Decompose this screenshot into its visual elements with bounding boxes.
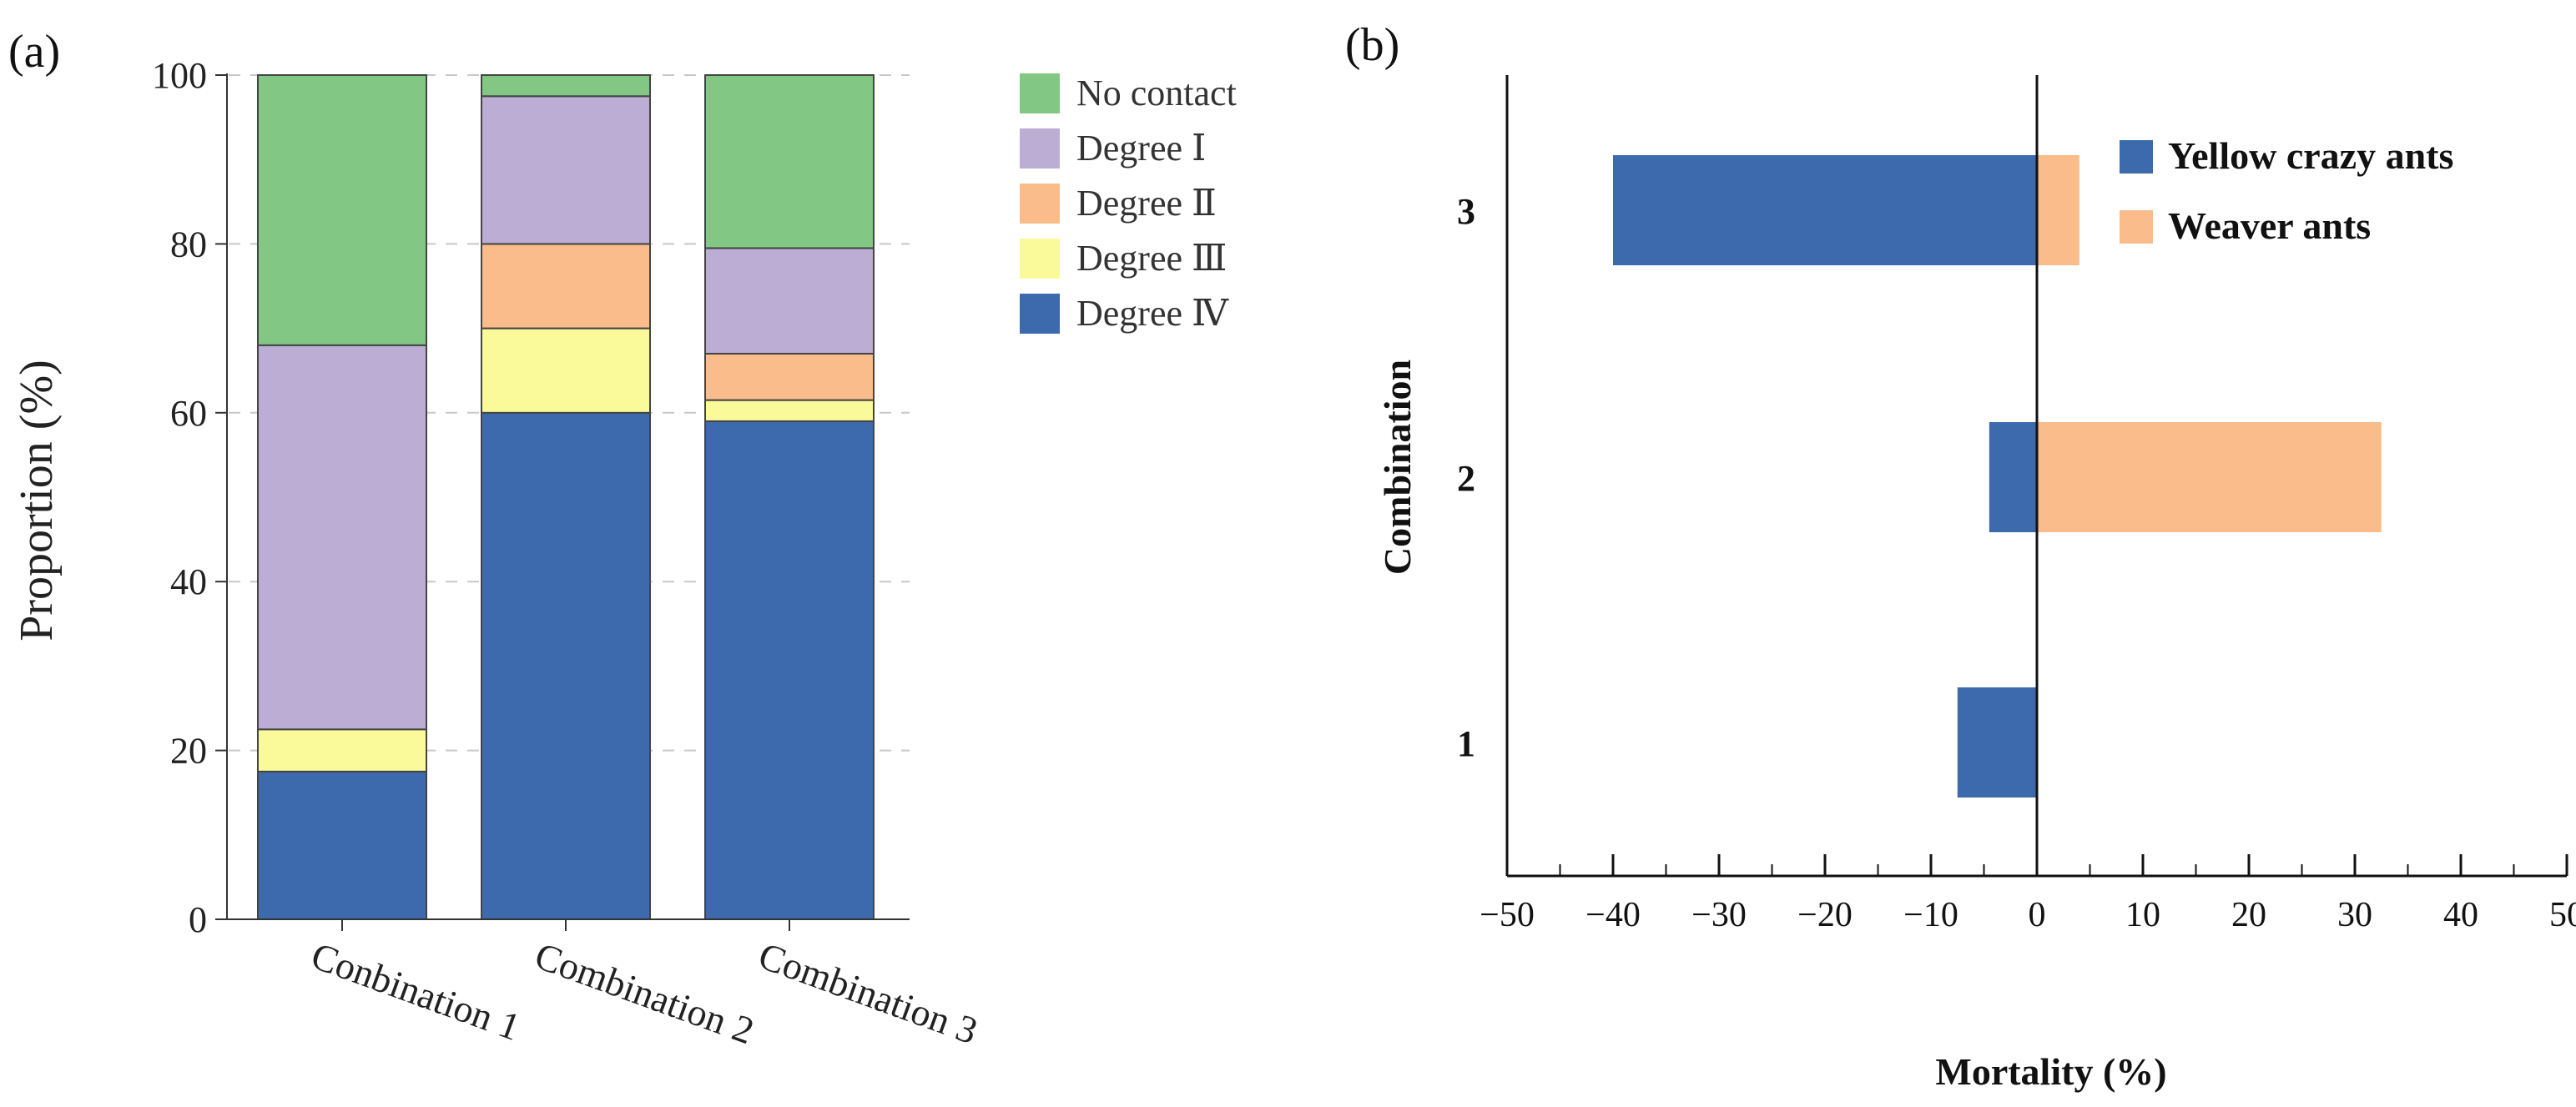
panel-b-axes: −50 −40 −30 −20 −10 0 10 20 30 40 50 1 2 3 xyxy=(1457,75,2576,934)
category-label-2: Combination 2 xyxy=(530,933,760,1052)
panel-b-legend: Yellow crazy ants Weaver ants xyxy=(2120,134,2453,247)
panel-b-horizontal-bar-chart: (b) −50 −40 −30 −20 −10 0 10 20 30 40 50 1 2 3 Mortal… xyxy=(1345,19,2576,1093)
bar-segment-2-3 xyxy=(481,243,651,330)
x-tick-label-5: 0 xyxy=(2029,896,2046,934)
legend-swatch-3 xyxy=(1020,184,1060,224)
x-tick-label-9: 40 xyxy=(2443,896,2478,934)
legend-label-1: Yellow crazy ants xyxy=(2168,134,2453,177)
y-tick-label-40: 40 xyxy=(170,561,207,602)
panel-a-label: (a) xyxy=(8,26,60,78)
panel-a-axes: 0 20 40 60 80 100 xyxy=(152,55,910,940)
legend-swatch-5 xyxy=(1020,294,1060,334)
x-tick-label-1: −40 xyxy=(1585,896,1641,934)
legend-swatch-2 xyxy=(2120,210,2153,244)
y-tick-label-100: 100 xyxy=(152,55,207,96)
panel-a-legend: No contact Degree Ⅰ Degree Ⅱ Degree Ⅲ Degree… xyxy=(1020,73,1237,334)
x-tick-label-2: −30 xyxy=(1691,896,1747,934)
panel-b-label: (b) xyxy=(1345,19,1399,71)
panel-b-x-axis-title: Mortality (%) xyxy=(1935,1050,2166,1093)
legend-swatch-2 xyxy=(1020,128,1060,169)
legend-label-1: No contact xyxy=(1076,73,1237,113)
panel-b-bars xyxy=(1613,155,2382,798)
bar-segment-3-1 xyxy=(704,420,875,921)
y-tick-label-20: 20 xyxy=(170,731,207,772)
bar-yellow-crazy-ants-2 xyxy=(1989,422,2037,532)
category-label-3: Combination 3 xyxy=(754,933,984,1052)
x-tick-label-3: −20 xyxy=(1797,896,1853,934)
category-label-1: Conbination 1 xyxy=(306,933,527,1049)
legend-label-2: Weaver ants xyxy=(2168,204,2371,247)
y-category-label-3: 3 xyxy=(1457,191,1475,232)
bar-segment-3-4 xyxy=(704,247,875,355)
x-tick-label-10: 50 xyxy=(2549,896,2576,934)
legend-label-3: Degree Ⅱ xyxy=(1076,183,1217,224)
bar-yellow-crazy-ants-3 xyxy=(1613,155,2037,265)
bar-segment-3-3 xyxy=(704,352,875,401)
x-tick-label-0: −50 xyxy=(1480,896,1535,934)
bar-segment-2-5 xyxy=(481,74,651,98)
bar-segment-1-4 xyxy=(257,344,427,731)
y-tick-label-60: 60 xyxy=(170,393,207,434)
bar-segment-1-1 xyxy=(257,770,427,921)
legend-label-4: Degree Ⅲ xyxy=(1076,238,1227,279)
legend-label-5: Degree Ⅳ xyxy=(1076,293,1229,334)
x-tick-label-7: 20 xyxy=(2231,896,2266,934)
bar-segment-2-1 xyxy=(481,411,651,920)
legend-label-2: Degree Ⅰ xyxy=(1076,128,1206,169)
y-tick-label-0: 0 xyxy=(189,899,207,940)
bar-yellow-crazy-ants-1 xyxy=(1957,687,2037,798)
panel-a-y-axis-title: Proportion (%) xyxy=(11,360,63,642)
bar-segment-1-5 xyxy=(257,74,427,346)
panel-a-bars xyxy=(257,74,875,921)
x-tick-label-4: −10 xyxy=(1903,896,1958,934)
bar-segment-3-5 xyxy=(704,74,875,249)
bar-segment-2-4 xyxy=(481,95,651,245)
bar-weaver-ants-2 xyxy=(2037,422,2382,532)
y-category-label-2: 2 xyxy=(1457,458,1475,499)
y-category-label-1: 1 xyxy=(1457,723,1475,764)
y-tick-label-80: 80 xyxy=(170,224,207,264)
bar-segment-2-2 xyxy=(481,327,651,414)
bar-segment-1-2 xyxy=(257,728,427,772)
bar-segment-3-2 xyxy=(704,399,875,422)
legend-swatch-4 xyxy=(1020,239,1060,279)
panel-b-y-axis-title: Combination xyxy=(1376,360,1419,575)
x-tick-label-6: 10 xyxy=(2125,896,2160,934)
x-tick-label-8: 30 xyxy=(2337,896,2372,934)
legend-swatch-1 xyxy=(2120,140,2153,174)
bar-weaver-ants-3 xyxy=(2037,155,2079,265)
panel-a-stacked-bar-chart: (a) 0 20 40 60 80 100 Proportion (%) Conbinat… xyxy=(8,26,1237,1052)
legend-swatch-1 xyxy=(1020,73,1060,113)
